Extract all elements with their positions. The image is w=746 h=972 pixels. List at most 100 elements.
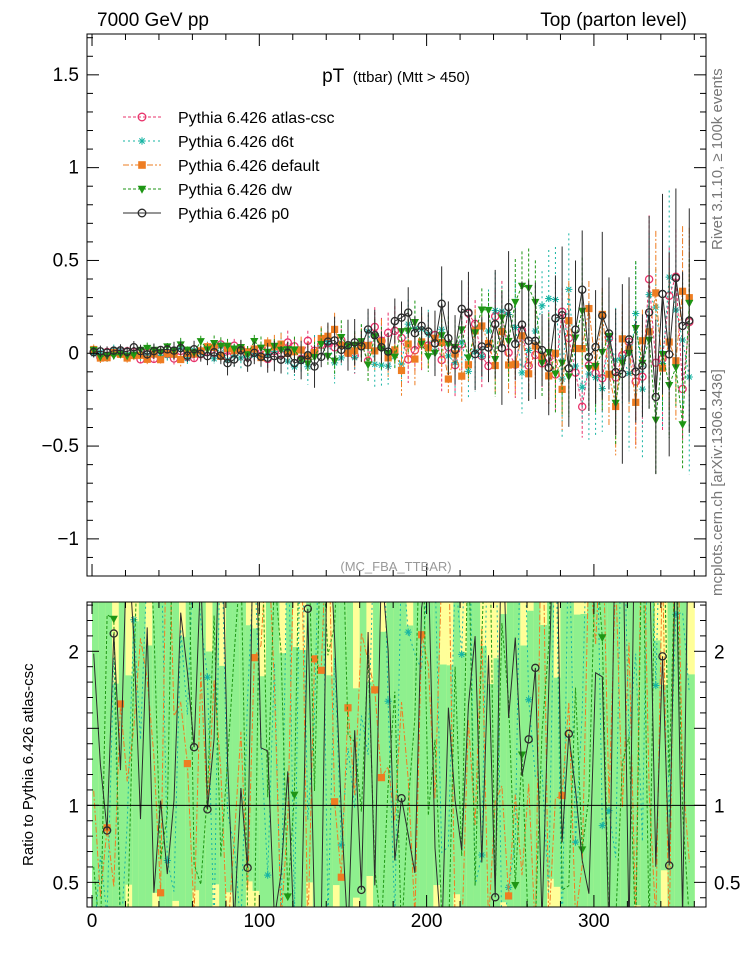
data-point-marker [109, 615, 118, 624]
ratio-bands-group [92, 602, 695, 907]
ratio-band-green [426, 602, 434, 907]
rivet-label: Rivet 3.1.10, ≥ 100k events [709, 68, 726, 250]
legend-label: Pythia 6.426 atlas-csc [178, 110, 335, 127]
ratio-band-green [165, 602, 173, 907]
data-point-marker [531, 663, 540, 673]
data-point-marker [243, 863, 252, 873]
data-point-marker [685, 316, 694, 325]
data-point-marker [397, 360, 406, 368]
data-point-marker [504, 883, 513, 891]
data-point-marker [138, 161, 146, 169]
data-point-marker [303, 604, 313, 614]
data-point-marker [363, 361, 373, 370]
data-point-marker [504, 302, 513, 312]
data-point-marker [557, 310, 567, 320]
data-point-marker [584, 352, 594, 362]
ratio-band-green [125, 675, 133, 885]
legend: Pythia 6.426 atlas-csc Pythia 6.426 d6t Py… [123, 110, 335, 223]
data-point-marker [283, 348, 293, 358]
data-point-marker [578, 846, 587, 855]
data-point-marker [470, 349, 480, 359]
data-point-marker [296, 355, 306, 365]
ratio-series-3 [93, 602, 689, 907]
data-point-marker [137, 208, 147, 218]
ratio-band-green [145, 645, 153, 907]
data-point-marker [183, 760, 191, 768]
ratio-band-green [500, 614, 508, 903]
data-point-marker [116, 700, 125, 708]
data-point-marker [142, 350, 152, 359]
data-point-marker [129, 351, 138, 360]
ratio-band-green [339, 602, 347, 907]
ratio-band-green [439, 664, 448, 907]
data-point-marker [317, 666, 325, 674]
data-point-marker [397, 793, 406, 803]
data-point-marker [391, 346, 399, 354]
data-point-marker [558, 791, 566, 800]
legend-label: Pythia 6.426 p0 [178, 206, 289, 223]
data-point-marker [229, 355, 239, 364]
data-point-marker [384, 697, 392, 705]
data-point-marker [545, 294, 553, 303]
data-point-marker [551, 370, 560, 379]
data-point-marker [538, 302, 546, 310]
data-point-marker [290, 358, 299, 368]
data-point-marker [350, 338, 359, 347]
data-point-marker [457, 304, 466, 314]
data-point-marker [403, 308, 413, 317]
data-point-marker [357, 342, 366, 351]
data-point-marker [316, 352, 326, 362]
ratio-band-green [526, 610, 535, 907]
data-point-marker [176, 343, 185, 353]
header-right-label: Top (parton level) [540, 10, 687, 31]
data-point-marker [303, 351, 313, 360]
data-point-marker [438, 338, 446, 347]
ratio-ytick-label-right: 0.5 [714, 873, 740, 894]
ratio-band-green [540, 625, 548, 907]
data-point-marker [517, 320, 527, 329]
main-panel: −1 −0.5 0 0.5 1 1.5 pT (ttbar) (Mtt > 450) (M… [41, 33, 707, 577]
ytick-label: 0.5 [53, 250, 79, 271]
data-point-marker [270, 351, 279, 361]
mcplots-label: mcplots.cern.ch [arXiv:1306.3436] [709, 369, 726, 596]
data-point-marker [417, 321, 426, 331]
header-left-label: 7000 GeV pp [97, 10, 209, 31]
data-point-marker [203, 673, 212, 681]
data-point-marker [464, 308, 473, 317]
ratio-series-line [93, 602, 688, 907]
data-point-marker [196, 338, 205, 346]
data-point-marker [490, 892, 500, 902]
legend-label: Pythia 6.426 dw [178, 182, 292, 199]
data-point-marker [410, 328, 420, 338]
data-point-marker [404, 340, 412, 348]
ratio-band-green [312, 602, 321, 907]
ratio-band-green [654, 640, 662, 907]
data-point-marker [551, 314, 560, 323]
ratio-band-green [393, 602, 401, 907]
data-point-marker [430, 339, 440, 348]
ratio-ylabel: Ratio to Pythia 6.426 atlas-csc [20, 663, 37, 866]
ratio-band-green [326, 675, 334, 907]
ratio-band-green [132, 621, 140, 907]
ratio-band-green [353, 688, 361, 898]
data-point-marker [331, 798, 339, 806]
ratio-band-green [506, 602, 515, 907]
ytick-label: −1 [57, 529, 79, 550]
ratio-band-green [453, 602, 461, 895]
ratio-ytick-label-right: 1 [714, 796, 725, 817]
legend-label: Pythia 6.426 d6t [178, 134, 294, 151]
data-point-marker [444, 375, 452, 383]
data-point-marker [658, 289, 667, 299]
ratio-series-1 [95, 602, 690, 907]
data-point-marker [310, 655, 319, 663]
ratio-band-green [473, 602, 481, 907]
data-point-marker [490, 319, 500, 329]
data-point-marker [638, 361, 647, 370]
data-point-marker [678, 321, 687, 331]
ratio-band-green [118, 602, 126, 907]
data-point-marker [598, 634, 607, 642]
ratio-band-green [306, 602, 314, 883]
data-point-marker [137, 185, 147, 194]
data-point-marker [390, 353, 399, 362]
ytick-label: −0.5 [41, 436, 79, 457]
